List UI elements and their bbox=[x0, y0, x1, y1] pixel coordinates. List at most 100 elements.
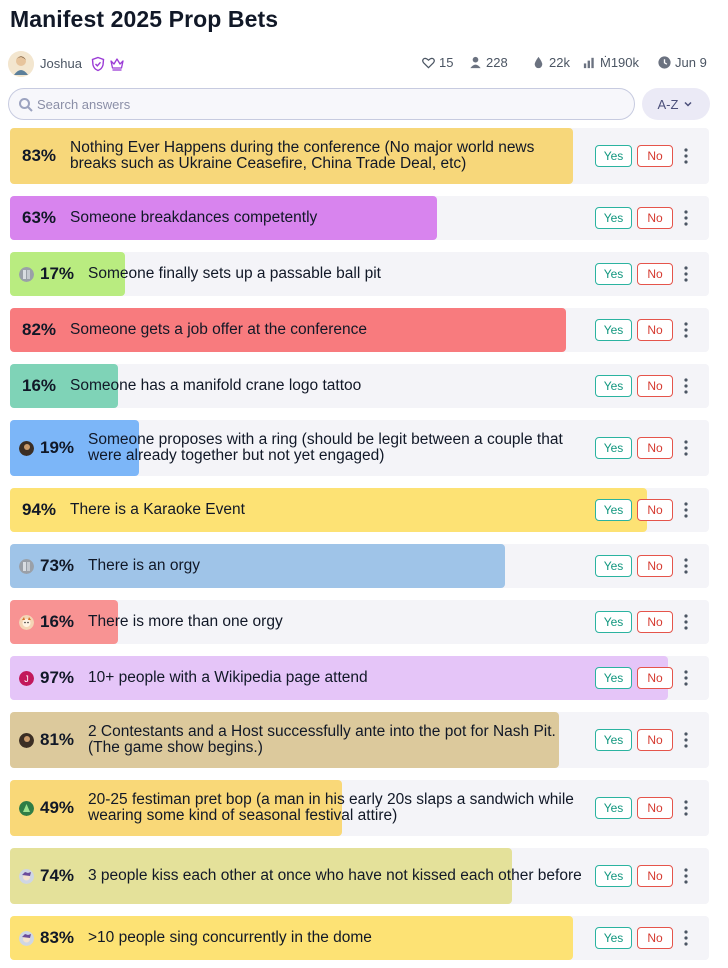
likes-stat[interactable]: 15 bbox=[421, 55, 453, 70]
answer-row[interactable]: 74% 3 people kiss each other at once who … bbox=[10, 848, 709, 904]
answer-probability: 17% bbox=[40, 264, 75, 283]
more-options-icon[interactable] bbox=[681, 377, 691, 395]
bet-no-button[interactable]: No bbox=[637, 437, 673, 459]
more-options-icon[interactable] bbox=[681, 439, 691, 457]
answer-probability: 83% bbox=[40, 928, 75, 947]
bet-yes-button[interactable]: Yes bbox=[595, 319, 632, 341]
answer-content: 19% Someone proposes with a ring (should … bbox=[10, 420, 588, 476]
author-avatar[interactable] bbox=[8, 51, 34, 77]
answer-row[interactable]: 49% 20-25 festiman pret bop (a man in his… bbox=[10, 780, 709, 836]
bet-yes-button[interactable]: Yes bbox=[595, 263, 632, 285]
traders-count: 228 bbox=[486, 55, 508, 70]
answer-probability: 16% bbox=[22, 376, 57, 395]
answer-probability: 94% bbox=[22, 500, 57, 519]
answer-row[interactable]: 94% There is a Karaoke Event Yes No bbox=[10, 488, 709, 532]
more-options-icon[interactable] bbox=[681, 265, 691, 283]
probability-bar bbox=[10, 916, 573, 960]
answer-creator-avatar[interactable] bbox=[19, 868, 34, 884]
answer-row[interactable]: 73% There is an orgy Yes No bbox=[10, 544, 709, 588]
more-options-icon[interactable] bbox=[681, 867, 691, 885]
bet-no-button[interactable]: No bbox=[637, 611, 673, 633]
bet-yes-button[interactable]: Yes bbox=[595, 729, 632, 751]
bet-yes-button[interactable]: Yes bbox=[595, 207, 632, 229]
bet-yes-button[interactable]: Yes bbox=[595, 797, 632, 819]
bet-no-button[interactable]: No bbox=[637, 927, 673, 949]
close-date-stat: Jun 9 bbox=[657, 55, 707, 70]
answer-row[interactable]: 19% Someone proposes with a ring (should … bbox=[10, 420, 709, 476]
answer-creator-avatar[interactable] bbox=[19, 732, 34, 748]
answer-text: 10+ people with a Wikipedia page attend bbox=[88, 669, 368, 686]
bet-no-button[interactable]: No bbox=[637, 667, 673, 689]
search-input[interactable] bbox=[37, 89, 627, 119]
bet-no-button[interactable]: No bbox=[637, 145, 673, 167]
answer-content: 17% Someone finally sets up a passable ba… bbox=[10, 252, 588, 296]
answer-text: Someone gets a job offer at the conferen… bbox=[70, 321, 367, 338]
answer-row[interactable]: 83% Nothing Ever Happens during the confe… bbox=[10, 128, 709, 184]
bet-yes-button[interactable]: Yes bbox=[595, 437, 632, 459]
answer-text: 3 people kiss each other at once who hav… bbox=[88, 867, 582, 884]
bet-no-button[interactable]: No bbox=[637, 263, 673, 285]
bet-no-button[interactable]: No bbox=[637, 865, 673, 887]
bet-no-button[interactable]: No bbox=[637, 555, 673, 577]
more-options-icon[interactable] bbox=[681, 669, 691, 687]
more-options-icon[interactable] bbox=[681, 613, 691, 631]
liquidity-stat: 22k bbox=[531, 55, 570, 70]
answer-row[interactable]: 82% Someone gets a job offer at the confe… bbox=[10, 308, 709, 352]
answer-row[interactable]: 63% Someone breakdances competently Yes No bbox=[10, 196, 709, 240]
search-icon bbox=[19, 98, 33, 112]
answer-content: 83% >10 people sing concurrently in the d… bbox=[10, 916, 588, 960]
bet-no-button[interactable]: No bbox=[637, 499, 673, 521]
bet-no-button[interactable]: No bbox=[637, 729, 673, 751]
probability-bar bbox=[10, 308, 566, 352]
answer-row[interactable]: 16% Someone has a manifold crane logo tat… bbox=[10, 364, 709, 408]
answer-creator-avatar[interactable] bbox=[19, 440, 34, 456]
bet-no-button[interactable]: No bbox=[637, 319, 673, 341]
answer-text: Someone proposes with a ring (should be … bbox=[88, 431, 563, 464]
more-options-icon[interactable] bbox=[681, 147, 691, 165]
answer-text: Nothing Ever Happens during the conferen… bbox=[70, 139, 535, 172]
more-options-icon[interactable] bbox=[681, 557, 691, 575]
bet-yes-button[interactable]: Yes bbox=[595, 145, 632, 167]
bet-yes-button[interactable]: Yes bbox=[595, 555, 632, 577]
answer-row[interactable]: 17% Someone finally sets up a passable ba… bbox=[10, 252, 709, 296]
more-options-icon[interactable] bbox=[681, 929, 691, 947]
answer-row[interactable]: 16% There is more than one orgy Yes No bbox=[10, 600, 709, 644]
close-date: Jun 9 bbox=[675, 55, 707, 70]
crown-icon bbox=[110, 58, 124, 71]
bet-yes-button[interactable]: Yes bbox=[595, 611, 632, 633]
answer-creator-avatar[interactable] bbox=[19, 930, 34, 946]
answer-row[interactable]: J 97% 10+ people with a Wikipedia page att… bbox=[10, 656, 709, 700]
answer-row[interactable]: 83% >10 people sing concurrently in the d… bbox=[10, 916, 709, 960]
answer-creator-avatar[interactable] bbox=[19, 558, 34, 574]
bet-yes-button[interactable]: Yes bbox=[595, 667, 632, 689]
more-options-icon[interactable] bbox=[681, 209, 691, 227]
answer-content: 74% 3 people kiss each other at once who … bbox=[10, 848, 588, 904]
answer-content: 49% 20-25 festiman pret bop (a man in his… bbox=[10, 780, 588, 836]
bet-no-button[interactable]: No bbox=[637, 375, 673, 397]
answer-row[interactable]: 81% 2 Contestants and a Host successfully… bbox=[10, 712, 709, 768]
answer-content: 16% There is more than one orgy bbox=[10, 600, 588, 644]
answer-text: >10 people sing concurrently in the dome bbox=[88, 929, 372, 946]
answer-creator-avatar[interactable] bbox=[19, 614, 34, 630]
answer-probability: 74% bbox=[40, 866, 75, 885]
bet-no-button[interactable]: No bbox=[637, 797, 673, 819]
more-options-icon[interactable] bbox=[681, 731, 691, 749]
more-options-icon[interactable] bbox=[681, 501, 691, 519]
answer-content: J 97% 10+ people with a Wikipedia page att… bbox=[10, 656, 588, 700]
bet-no-button[interactable]: No bbox=[637, 207, 673, 229]
author-name[interactable]: Joshua bbox=[40, 56, 82, 71]
answer-creator-avatar[interactable] bbox=[19, 800, 34, 816]
bet-yes-button[interactable]: Yes bbox=[595, 375, 632, 397]
answer-creator-avatar[interactable]: J bbox=[19, 670, 34, 686]
traders-stat: 228 bbox=[468, 55, 508, 70]
bet-yes-button[interactable]: Yes bbox=[595, 499, 632, 521]
more-options-icon[interactable] bbox=[681, 321, 691, 339]
more-options-icon[interactable] bbox=[681, 799, 691, 817]
sort-dropdown[interactable]: A-Z bbox=[642, 88, 710, 120]
verified-badge-icon bbox=[91, 56, 105, 72]
bet-yes-button[interactable]: Yes bbox=[595, 865, 632, 887]
answer-probability: 19% bbox=[40, 438, 75, 457]
answer-probability: 83% bbox=[22, 146, 57, 165]
bet-yes-button[interactable]: Yes bbox=[595, 927, 632, 949]
answer-creator-avatar[interactable] bbox=[19, 266, 34, 282]
